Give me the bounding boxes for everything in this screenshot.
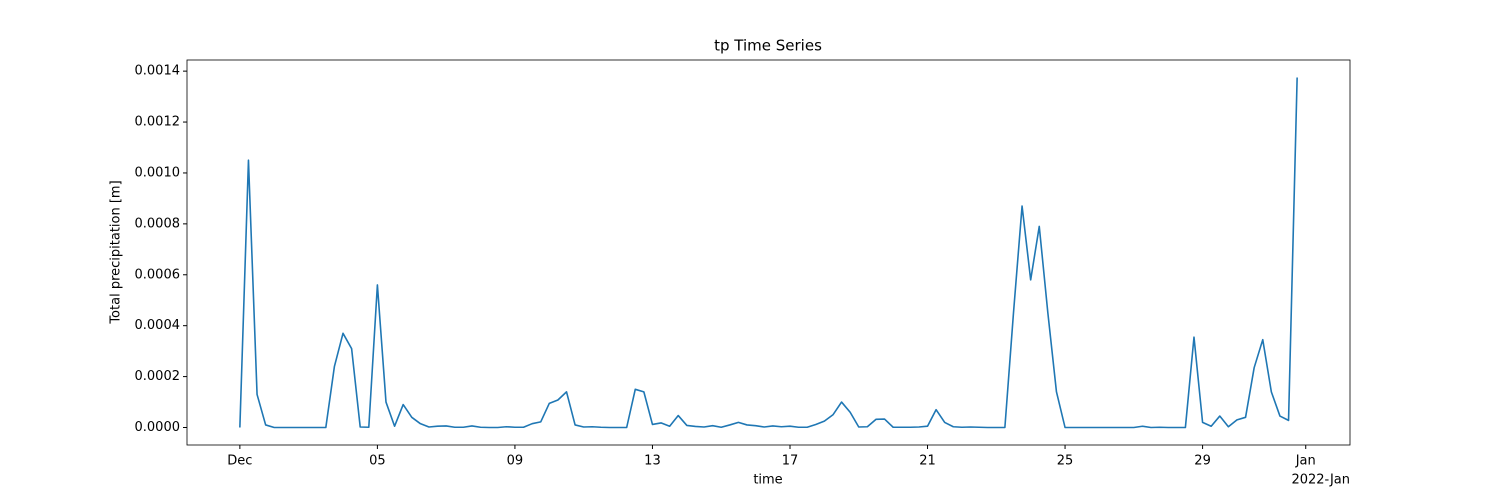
x-tick-label: 17 bbox=[782, 454, 799, 469]
data-line bbox=[239, 77, 1298, 429]
x-tick-label: Jan bbox=[1295, 454, 1316, 469]
x-axis-label: time bbox=[753, 473, 782, 488]
y-axis-label: Total precipitation [m] bbox=[109, 180, 124, 324]
y-tick-label: 0.0000 bbox=[135, 420, 181, 435]
chart-title: tp Time Series bbox=[714, 37, 822, 55]
x-tick-label: 21 bbox=[919, 454, 936, 469]
x-tick-label: 09 bbox=[507, 454, 524, 469]
x-tick-label: 25 bbox=[1057, 454, 1074, 469]
y-tick-label: 0.0014 bbox=[135, 64, 181, 79]
y-tick-label: 0.0006 bbox=[135, 267, 181, 282]
x-tick-label: Dec bbox=[227, 454, 252, 469]
y-tick-label: 0.0002 bbox=[135, 369, 181, 384]
x-tick-label: 13 bbox=[644, 454, 661, 469]
y-tick-label: 0.0008 bbox=[135, 216, 181, 231]
x-offset-label: 2022-Jan bbox=[1291, 473, 1350, 488]
y-tick-label: 0.0004 bbox=[135, 318, 181, 333]
y-tick-label: 0.0012 bbox=[135, 115, 181, 130]
x-tick-label: 05 bbox=[369, 454, 386, 469]
y-tick-label: 0.0010 bbox=[135, 165, 181, 180]
axes-frame bbox=[186, 59, 1351, 446]
x-tick-label: 29 bbox=[1194, 454, 1211, 469]
